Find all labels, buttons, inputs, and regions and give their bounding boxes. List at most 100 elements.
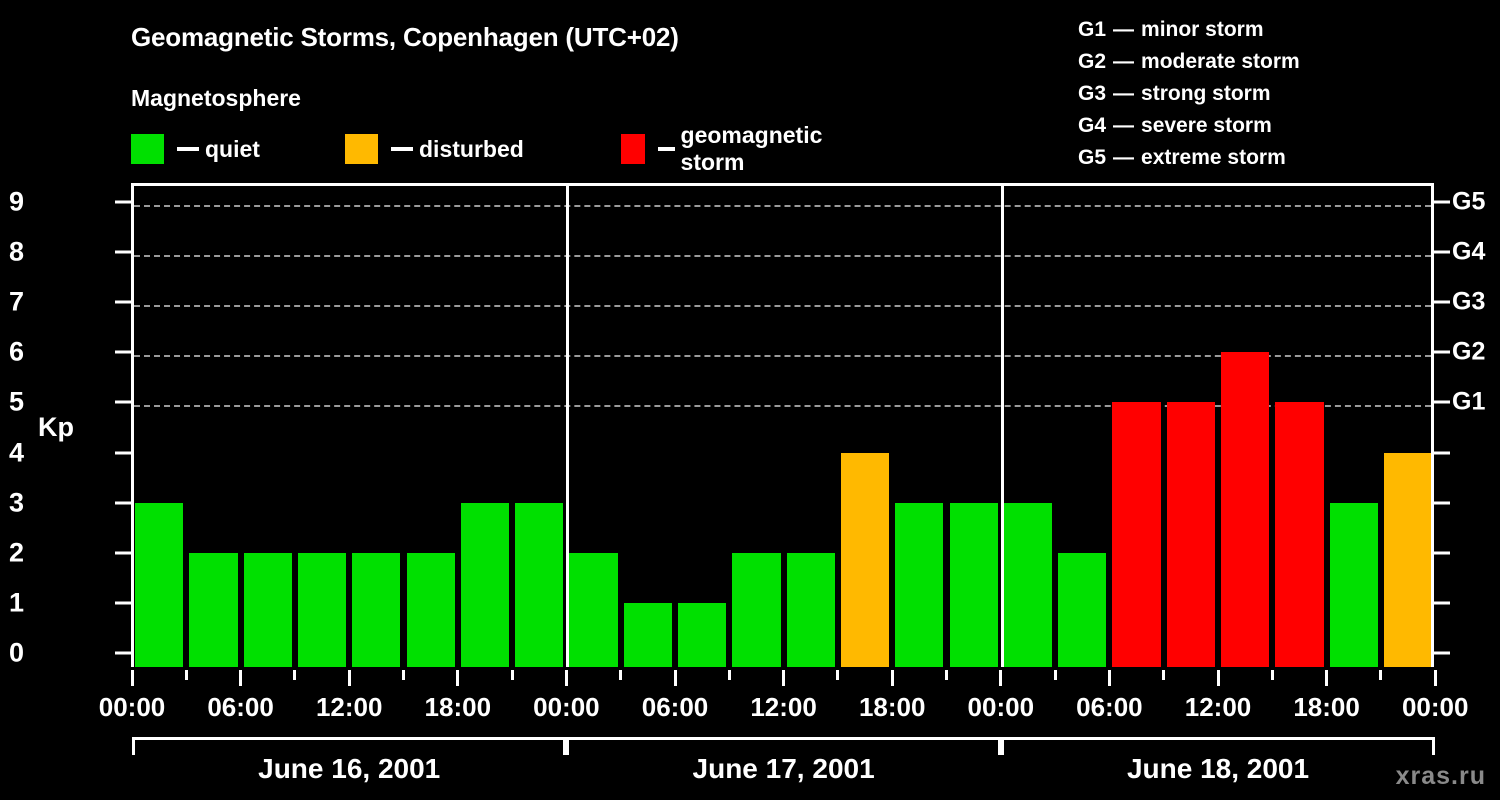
- gridline-kp-9: [134, 205, 1431, 207]
- x-tick-mark: [999, 670, 1003, 686]
- bar: [135, 502, 184, 667]
- x-tick-mark: [1053, 670, 1057, 680]
- x-tick-label: 18:00: [1293, 692, 1360, 722]
- legend-swatch-quiet: [131, 134, 164, 164]
- y-tick-mark: [115, 551, 131, 555]
- x-tick-mark: [1433, 670, 1437, 686]
- x-tick-label: 00:00: [967, 692, 1035, 722]
- gridline-kp-7: [134, 305, 1431, 308]
- g-tick-mark: [1434, 400, 1450, 404]
- bar: [732, 552, 781, 667]
- g-scale-code: G2: [1078, 50, 1107, 73]
- bar: [243, 552, 292, 667]
- g-scale-row-g1: G1 — minor storm: [1078, 14, 1300, 46]
- y-tick-mark: [115, 601, 131, 605]
- x-tick-label: 18:00: [424, 692, 492, 722]
- x-tick-mark: [239, 670, 243, 686]
- legend-item-disturbed: disturbed: [345, 133, 524, 165]
- y-tick-label: 6: [8, 336, 24, 367]
- x-tick-mark: [1216, 670, 1220, 686]
- day-label: June 17, 2001: [692, 753, 875, 784]
- g-scale-description: strong storm: [1141, 82, 1271, 105]
- bar: [949, 502, 998, 667]
- bar: [569, 552, 618, 667]
- legend-label: disturbed: [419, 135, 524, 162]
- g-scale-description: moderate storm: [1141, 50, 1300, 73]
- y-tick-mark: [115, 200, 131, 204]
- y-tick-mark: [115, 501, 131, 505]
- bar: [1383, 452, 1431, 667]
- g-axis-label-g1: G1: [1452, 387, 1486, 416]
- y-tick-mark: [115, 451, 131, 455]
- g-scale-row-g4: G4 — severe storm: [1078, 110, 1300, 142]
- legend-dash-icon: [658, 147, 675, 151]
- g-axis-label-g2: G2: [1452, 337, 1486, 366]
- g-scale-row-g3: G3 — strong storm: [1078, 78, 1300, 110]
- x-tick-mark: [1325, 670, 1329, 686]
- x-tick-mark: [1107, 670, 1111, 686]
- chart-subtitle: Magnetosphere: [131, 85, 301, 111]
- bar: [1221, 352, 1270, 667]
- gridline-kp-5: [134, 405, 1431, 408]
- bar: [189, 552, 238, 667]
- day-label: June 16, 2001: [258, 753, 441, 784]
- legend-swatch-geomagnetic-storm: [621, 134, 646, 164]
- x-tick-mark: [836, 670, 840, 680]
- g-scale-description: minor storm: [1141, 18, 1264, 41]
- g-scale-code: G3: [1078, 82, 1107, 105]
- x-tick-label: 00:00: [533, 692, 600, 722]
- g-tick-mark: [1434, 501, 1450, 505]
- gridline-kp-6: [134, 355, 1431, 358]
- y-tick-mark: [115, 300, 131, 304]
- g-tick-mark: [1434, 651, 1450, 655]
- x-tick-mark: [1270, 670, 1274, 680]
- g-scale-description: extreme storm: [1141, 146, 1286, 169]
- x-tick-label: 12:00: [315, 692, 383, 722]
- x-tick-mark: [347, 670, 351, 686]
- y-tick-label: 5: [8, 386, 24, 417]
- g-tick-mark: [1434, 200, 1450, 204]
- x-tick-label: 00:00: [98, 692, 166, 722]
- g-tick-mark: [1434, 451, 1450, 455]
- x-tick-mark: [130, 670, 134, 686]
- bar: [895, 502, 944, 667]
- x-tick-mark: [890, 670, 894, 686]
- g-tick-mark: [1434, 350, 1450, 354]
- g-scale-row-g5: G5 — extreme storm: [1078, 142, 1300, 174]
- gridline-kp-8: [134, 255, 1431, 258]
- g-scale-description: severe storm: [1141, 114, 1272, 137]
- g-tick-mark: [1434, 601, 1450, 605]
- day-bracket: [566, 737, 1001, 755]
- plot-inner: [134, 186, 1431, 667]
- x-tick-mark: [1162, 670, 1166, 680]
- page-title: Geomagnetic Storms, Copenhagen (UTC+02): [131, 22, 679, 52]
- g-scale-code: G4: [1078, 114, 1107, 137]
- g-scale-separator: —: [1113, 50, 1135, 73]
- legend-dash-icon: [391, 147, 413, 151]
- bar: [1329, 502, 1378, 667]
- g-axis-label-g5: G5: [1452, 187, 1486, 216]
- x-tick-mark: [293, 670, 297, 680]
- y-tick-mark: [115, 400, 131, 404]
- y-tick-label: 9: [8, 186, 24, 217]
- x-tick-mark: [510, 670, 514, 680]
- legend-swatch-disturbed: [345, 134, 378, 164]
- y-tick-label: 0: [8, 637, 24, 668]
- g-axis-label-g3: G3: [1452, 287, 1486, 316]
- x-tick-mark: [945, 670, 948, 680]
- y-tick-label: 7: [8, 286, 24, 317]
- x-tick-mark: [782, 670, 786, 686]
- g-scale-row-g2: G2 — moderate storm: [1078, 46, 1300, 78]
- legend-item-geomagnetic-storm: geomagnetic storm: [621, 122, 837, 175]
- g-tick-mark: [1434, 250, 1450, 254]
- bar: [678, 602, 727, 667]
- bar: [1003, 502, 1053, 667]
- bar: [406, 552, 455, 667]
- g-scale-separator: —: [1113, 18, 1135, 41]
- bar: [623, 602, 672, 667]
- x-tick-mark: [456, 670, 460, 686]
- x-tick-label: 06:00: [1076, 692, 1143, 722]
- y-tick-label: 2: [8, 537, 24, 568]
- day-divider: [1000, 186, 1004, 667]
